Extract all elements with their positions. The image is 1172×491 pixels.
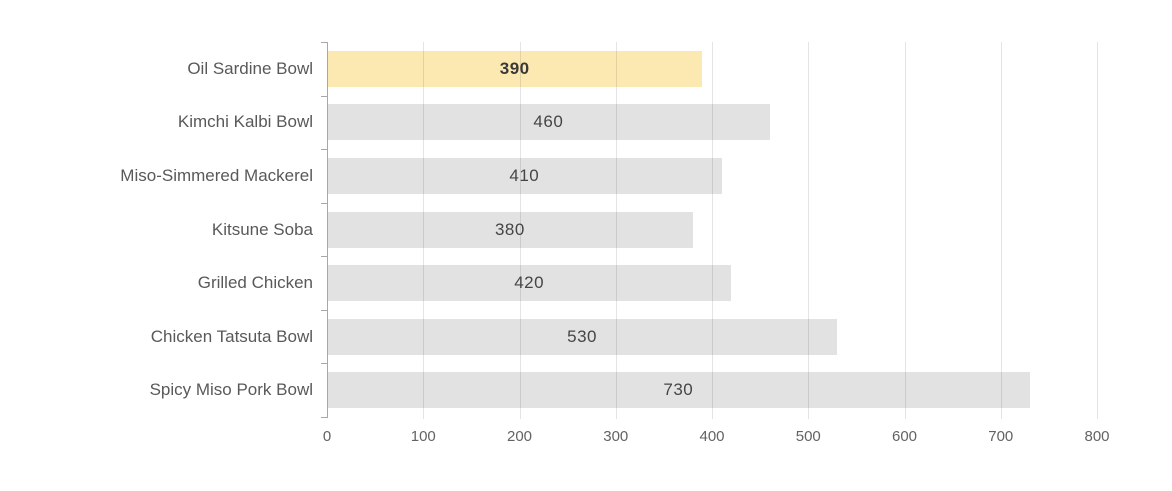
bar-value-label: 460 xyxy=(533,112,564,132)
bar xyxy=(327,211,693,248)
category-label: Grilled Chicken xyxy=(197,273,313,293)
category-label: Oil Sardine Bowl xyxy=(187,58,313,78)
category-axis-tick-mark xyxy=(321,256,327,257)
bar xyxy=(327,265,732,302)
category-axis-tick-mark xyxy=(321,149,327,150)
category-axis-tick-mark xyxy=(321,203,327,204)
category-axis-tick-mark xyxy=(321,310,327,311)
gridline-x-700 xyxy=(1001,42,1002,419)
category-axis-tick-mark xyxy=(321,417,327,418)
bar-value-label: 730 xyxy=(663,380,694,400)
category-label: Chicken Tatsuta Bowl xyxy=(150,326,313,346)
gridline-x-400 xyxy=(712,42,713,419)
x-axis-tick-label: 200 xyxy=(506,428,533,445)
category-axis-tick-mark xyxy=(321,363,327,364)
x-axis-tick-label: 600 xyxy=(891,428,918,445)
category-label: Kimchi Kalbi Bowl xyxy=(177,112,313,132)
x-axis-tick-label: 500 xyxy=(795,428,821,445)
bar xyxy=(327,318,838,355)
x-axis-tick-label: 800 xyxy=(1084,428,1110,445)
category-label: Spicy Miso Pork Bowl xyxy=(149,380,313,400)
x-axis-tick-label: 300 xyxy=(603,428,629,445)
category-axis-tick-mark xyxy=(321,96,327,97)
bar-value-label: 390 xyxy=(499,58,530,78)
bar xyxy=(327,372,1030,409)
x-axis-tick-label: 100 xyxy=(410,428,436,445)
gridline-x-500 xyxy=(808,42,809,419)
gridline-x-800 xyxy=(1097,42,1098,419)
x-axis-tick-label: 0 xyxy=(322,428,332,445)
x-axis-tick-label: 400 xyxy=(699,428,725,445)
bar-value-label: 530 xyxy=(567,326,597,346)
category-axis-tick-mark xyxy=(321,42,327,43)
category-axis-line xyxy=(327,42,328,418)
bar xyxy=(327,157,722,194)
category-label: Miso-Simmered Mackerel xyxy=(120,165,313,185)
bar-value-label: 380 xyxy=(494,219,525,239)
gridline-x-600 xyxy=(905,42,906,419)
bar-highlighted xyxy=(327,50,703,87)
plot-area: 390 460 410 380 420 530 730 xyxy=(327,42,1098,419)
bar-value-label: 410 xyxy=(509,165,540,185)
bar-value-label: 420 xyxy=(514,273,545,293)
bar xyxy=(327,104,770,141)
x-axis-tick-label: 700 xyxy=(988,428,1014,445)
category-label: Kitsune Soba xyxy=(211,219,313,239)
